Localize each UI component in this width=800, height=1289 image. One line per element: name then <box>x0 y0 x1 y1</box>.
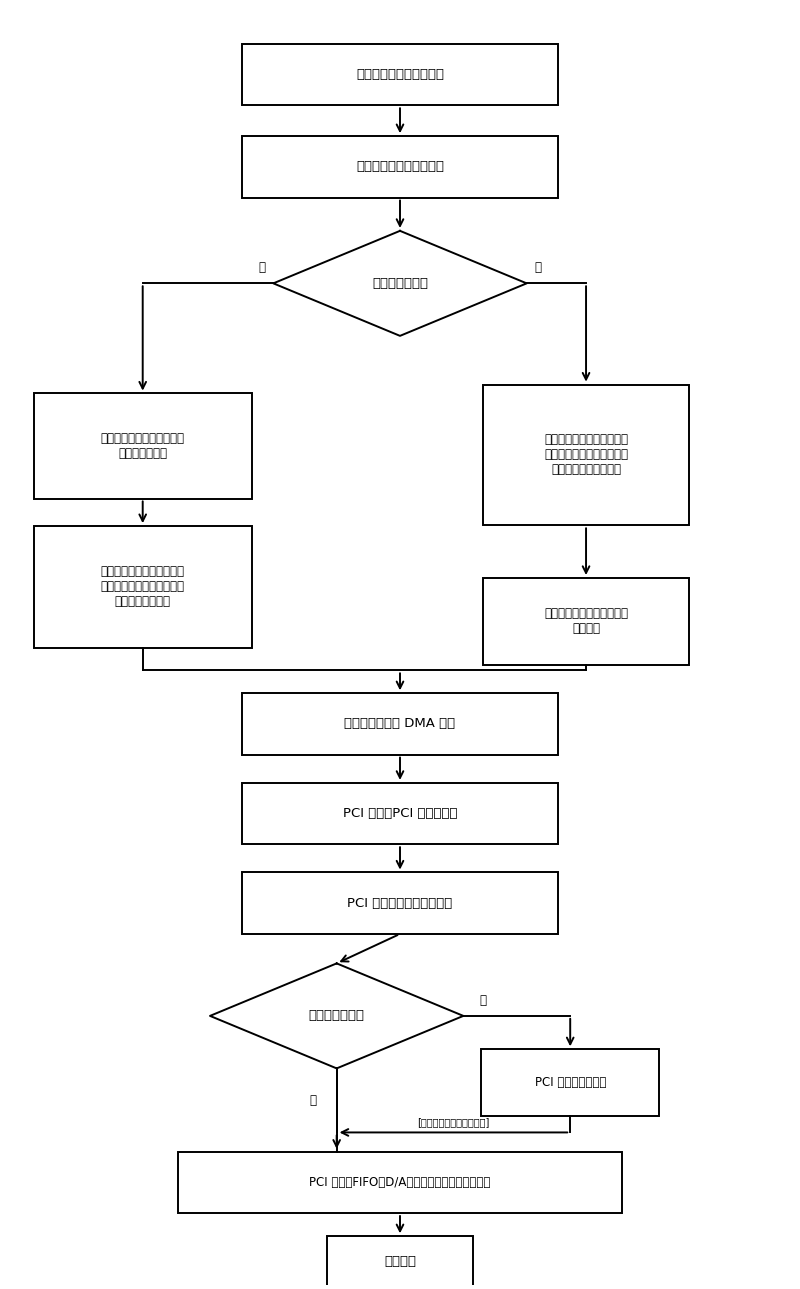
Bar <box>483 577 689 665</box>
Text: 应用程序：设置信号参数: 应用程序：设置信号参数 <box>356 68 444 81</box>
Bar <box>34 526 251 647</box>
Bar <box>242 873 558 935</box>
Bar <box>242 137 558 197</box>
Bar <box>481 1049 659 1116</box>
Text: 是否直接输出？: 是否直接输出？ <box>372 277 428 290</box>
Text: 应用程序：计算各独立波形
单个样値，并按比例叠加，
形成复合波形单个样値: 应用程序：计算各独立波形 单个样値，并按比例叠加， 形成复合波形单个样値 <box>544 433 628 477</box>
Text: 否: 否 <box>479 994 486 1007</box>
Text: 应用程序：生成复合波形样
値数据块: 应用程序：生成复合波形样 値数据块 <box>544 607 628 635</box>
Text: 驱动程序：启动 DMA 传输: 驱动程序：启动 DMA 传输 <box>345 718 455 731</box>
Text: PCI 板卡：FIFO、D/A、低通滤波器、模拟相乘器: PCI 板卡：FIFO、D/A、低通滤波器、模拟相乘器 <box>310 1176 490 1188</box>
Bar <box>326 1236 474 1288</box>
Bar <box>483 384 689 526</box>
Bar <box>34 393 251 499</box>
Text: PCI 板卡：PCI 总线控制器: PCI 板卡：PCI 总线控制器 <box>342 807 458 820</box>
Bar <box>242 782 558 844</box>
Text: 是否直接输出？: 是否直接输出？ <box>309 1009 365 1022</box>
Text: 应用程序：将单个波形样値
数据块按比例叠加，合成复
合波形样値数据块: 应用程序：将单个波形样値 数据块按比例叠加，合成复 合波形样値数据块 <box>101 566 185 608</box>
Text: 是: 是 <box>258 262 266 275</box>
Text: 否: 否 <box>534 262 542 275</box>
Text: PCI 板卡：用户总线控制器: PCI 板卡：用户总线控制器 <box>347 897 453 910</box>
Text: 应用程序：选择输出方式: 应用程序：选择输出方式 <box>356 160 444 173</box>
Polygon shape <box>274 231 526 336</box>
Bar <box>242 693 558 754</box>
Text: [应用程序：输出存储波形]: [应用程序：输出存储波形] <box>418 1118 490 1127</box>
Bar <box>242 44 558 106</box>
Text: 是: 是 <box>310 1094 317 1107</box>
Text: 应用程序：生成待合成单个
波形样値数据块: 应用程序：生成待合成单个 波形样値数据块 <box>101 432 185 460</box>
Polygon shape <box>210 963 463 1069</box>
Text: PCI 板卡：存储模块: PCI 板卡：存储模块 <box>534 1076 606 1089</box>
Text: 输出波形: 输出波形 <box>384 1255 416 1268</box>
Bar <box>178 1151 622 1213</box>
